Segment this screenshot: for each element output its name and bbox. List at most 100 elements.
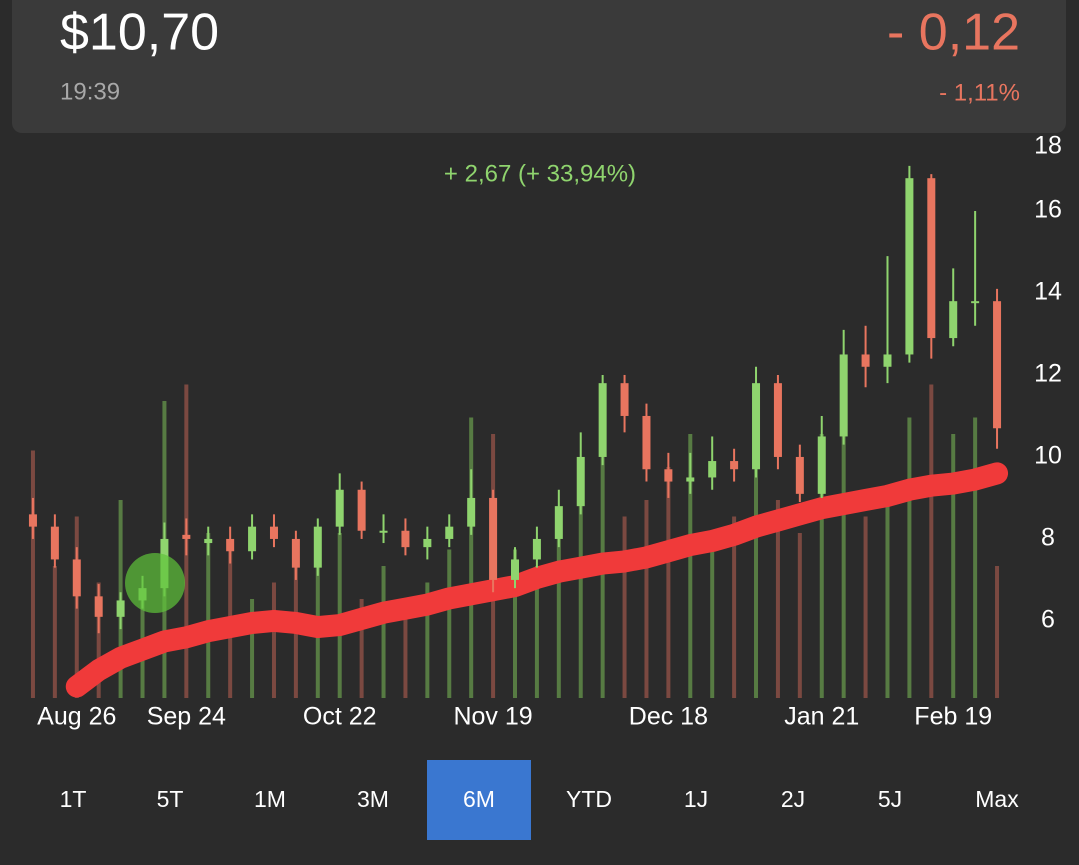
candle-body (839, 354, 848, 437)
candle-body (248, 526, 257, 552)
candle-body (489, 497, 498, 580)
range-button[interactable]: 5J (878, 786, 902, 812)
volume-bar (447, 549, 452, 698)
candle-body (28, 514, 37, 527)
candle-body (883, 354, 892, 367)
range-button[interactable]: 2J (781, 786, 805, 812)
period-change: + 2,67 (+ 33,94%) (444, 160, 636, 187)
candle-body (116, 600, 125, 617)
x-tick-label: Dec 18 (629, 703, 708, 731)
candle-body (467, 497, 476, 527)
volume-bar (973, 417, 978, 698)
volume-bar (929, 384, 934, 698)
x-tick-label: Oct 22 (303, 703, 377, 731)
volume-bar (250, 599, 255, 698)
volume-bar (381, 566, 386, 698)
volume-bar (622, 516, 627, 698)
candle-body (94, 596, 103, 617)
candle-body (50, 526, 59, 560)
candle-body (795, 456, 804, 494)
candle-body (686, 477, 695, 482)
x-tick-label: Jan 21 (784, 703, 859, 731)
volume-bar (754, 401, 759, 698)
price: $10,70 (60, 4, 219, 62)
volume-bar (951, 434, 956, 698)
candle-body (511, 559, 519, 580)
volume-bar (425, 582, 430, 698)
range-button[interactable]: 3M (357, 786, 389, 812)
quote-card (12, 0, 1066, 133)
volume-bar (688, 434, 693, 698)
x-tick-label: Aug 26 (37, 703, 116, 731)
volume-bar (885, 500, 890, 698)
candle-body (532, 538, 541, 560)
candle-body (182, 534, 191, 539)
range-button[interactable]: Max (975, 786, 1019, 812)
volume-bar (206, 533, 211, 698)
range-button[interactable]: 1M (254, 786, 286, 812)
candle-body (204, 538, 213, 544)
change-percent: - 1,11% (939, 79, 1020, 106)
volume-bar (732, 516, 737, 698)
candle-body (72, 559, 81, 597)
change: - 0,12 (887, 4, 1020, 62)
volume-bar (710, 549, 715, 698)
candle-body (357, 489, 366, 531)
volume-bar (907, 417, 912, 698)
candles (28, 165, 1002, 634)
range-button[interactable]: 1T (60, 786, 87, 812)
candle-body (401, 530, 410, 548)
candle-body (598, 383, 607, 457)
candle-body (379, 530, 388, 533)
volume-bar (819, 434, 824, 698)
candle-body (817, 436, 826, 494)
candle-body (773, 383, 782, 457)
candle-body (730, 461, 739, 470)
y-tick-label: 14 (1034, 278, 1062, 306)
volume-bar (96, 582, 101, 698)
volume (30, 384, 1009, 698)
candle-body (949, 301, 958, 339)
y-tick-label: 16 (1034, 196, 1062, 224)
x-tick-label: Nov 19 (453, 703, 532, 731)
volume-bar (666, 467, 671, 698)
candle-body (335, 489, 344, 527)
trend-line (65, 462, 1009, 698)
volume-bar (863, 516, 868, 698)
candle-body (905, 178, 914, 355)
candle-body (642, 415, 651, 470)
candle-body (971, 301, 980, 304)
candle-body (554, 506, 563, 539)
range-buttons: 1T 5T 1M 3M 6M YTD 1J 2J 5J Max (60, 760, 1019, 840)
range-button[interactable]: 6M (463, 786, 495, 812)
volume-bar (578, 500, 583, 698)
volume-bar (995, 566, 1000, 698)
y-tick-label: 10 (1034, 442, 1062, 470)
volume-bar (403, 615, 408, 698)
volume-bar (359, 599, 364, 698)
candle-body (927, 178, 936, 339)
candle-body (269, 526, 278, 539)
volume-bar (534, 566, 539, 698)
range-button[interactable]: YTD (566, 786, 612, 812)
candle-body (861, 354, 870, 367)
range-button[interactable]: 1J (684, 786, 708, 812)
x-tick-label: Sep 24 (147, 703, 226, 731)
candle-body (576, 456, 585, 507)
y-tick-label: 12 (1034, 360, 1062, 388)
range-button[interactable]: 5T (157, 786, 184, 812)
candle-body (620, 383, 629, 416)
candle-body (291, 538, 300, 568)
selected-range (427, 760, 531, 840)
volume-bar (30, 450, 35, 698)
candle-body (445, 526, 454, 539)
volume-bar (797, 533, 802, 698)
volume-bar (469, 417, 474, 698)
candle-body (664, 469, 673, 482)
candle-body (993, 301, 1002, 429)
candle-body (226, 538, 235, 552)
y-tick-label: 18 (1034, 132, 1062, 160)
volume-bar (841, 401, 846, 698)
